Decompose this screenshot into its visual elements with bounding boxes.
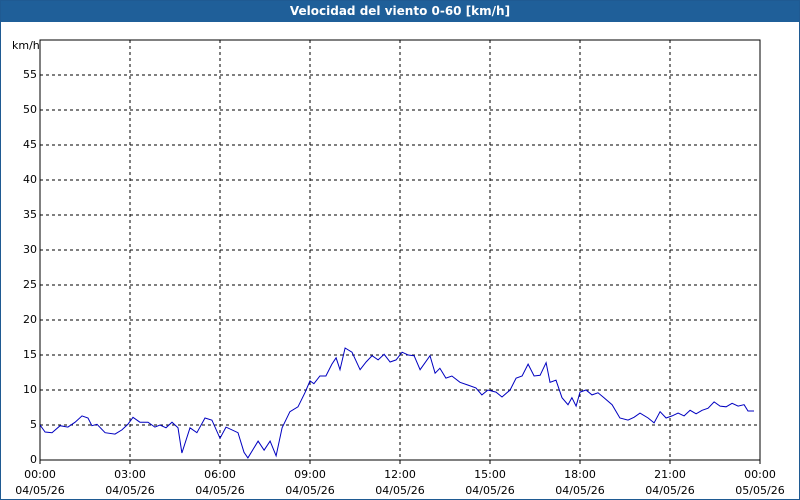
x-tick-label: 09:00	[294, 468, 326, 481]
y-tick-label: 30	[23, 243, 37, 256]
x-tick-date: 04/05/26	[555, 484, 604, 497]
x-tick-date: 04/05/26	[195, 484, 244, 497]
y-tick-label: 50	[23, 103, 37, 116]
x-tick-label: 18:00	[564, 468, 596, 481]
x-tick-label: 03:00	[114, 468, 146, 481]
y-tick-label: 10	[23, 383, 37, 396]
data-line	[39, 347, 754, 459]
x-tick-label: 00:00	[744, 468, 776, 481]
x-tick-date: 04/05/26	[285, 484, 334, 497]
y-tick-label: 0	[30, 453, 37, 466]
y-axis-unit: km/h	[12, 39, 40, 52]
x-tick-label: 21:00	[654, 468, 686, 481]
x-tick-date: 04/05/26	[15, 484, 64, 497]
y-tick-label: 15	[23, 348, 37, 361]
y-tick-label: 35	[23, 208, 37, 221]
plot-frame	[39, 39, 761, 461]
x-tick-date: 04/05/26	[645, 484, 694, 497]
x-tick-date: 05/05/26	[735, 484, 784, 497]
x-tick-label: 06:00	[204, 468, 236, 481]
x-tick-label: 15:00	[474, 468, 506, 481]
title-bar: Velocidad del viento 0-60 [km/h]	[1, 1, 799, 22]
x-tick-label: 00:00	[24, 468, 56, 481]
x-tick-date: 04/05/26	[375, 484, 424, 497]
x-tick-date: 04/05/26	[105, 484, 154, 497]
y-tick-label: 45	[23, 138, 37, 151]
x-tick-date: 04/05/26	[465, 484, 514, 497]
y-tick-label: 40	[23, 173, 37, 186]
y-tick-label: 55	[23, 68, 37, 81]
y-tick-label: 20	[23, 313, 37, 326]
y-tick-label: 5	[30, 418, 37, 431]
x-tick-label: 12:00	[384, 468, 416, 481]
y-tick-label: 25	[23, 278, 37, 291]
